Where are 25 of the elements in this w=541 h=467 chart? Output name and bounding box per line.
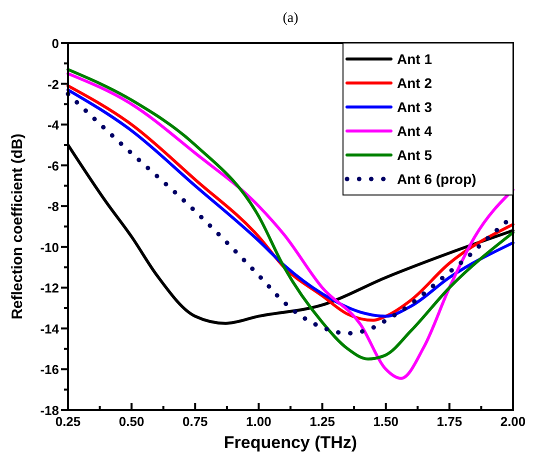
legend-label: Ant 1 [397, 51, 432, 67]
x-tick-label: 1.00 [246, 414, 272, 429]
y-tick-label: -8 [47, 199, 59, 214]
y-tick-label: -16 [40, 362, 59, 378]
y-tick-label: -12 [40, 280, 59, 296]
legend-label: Ant 5 [397, 147, 432, 163]
chart-title: (a) [282, 11, 299, 26]
y-tick-label: -10 [40, 240, 59, 255]
y-tick-label: -14 [40, 321, 60, 336]
x-tick-label: 1.25 [310, 414, 335, 429]
y-tick-label: 0 [52, 36, 59, 51]
x-tick-label: 1.75 [436, 414, 462, 429]
x-axis-title: Frequency (THz) [224, 433, 358, 452]
legend-label: Ant 3 [397, 99, 432, 115]
y-tick-label: -4 [47, 118, 60, 133]
legend-label: Ant 4 [397, 123, 432, 139]
y-axis-title: Reflection coefficient (dB) [9, 134, 26, 320]
y-tick-label: -2 [47, 76, 59, 92]
legend-label: Ant 2 [397, 75, 432, 91]
legend-label: Ant 6 (prop) [397, 171, 476, 187]
y-tick-label: -6 [47, 158, 59, 174]
x-tick-label: 0.50 [118, 414, 144, 429]
x-tick-label: 2.00 [500, 414, 526, 429]
x-tick-label: 1.50 [373, 414, 399, 429]
x-tick-label: 0.75 [182, 414, 208, 429]
